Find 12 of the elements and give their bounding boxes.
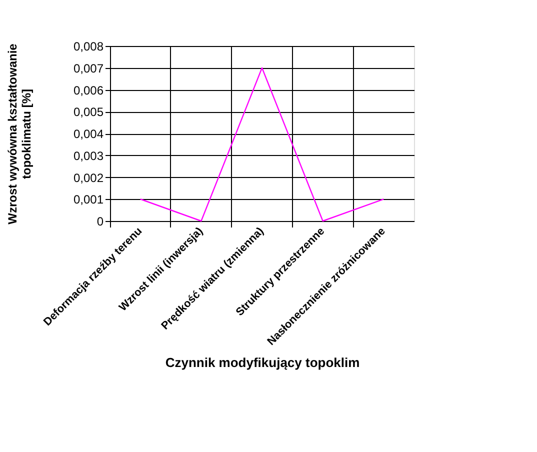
y-tick-label: 0,008	[73, 40, 104, 54]
text: Wzrost wywówna kształtowanie	[5, 44, 20, 224]
y-tick-label: 0	[96, 214, 104, 228]
y-tick-label: 0,006	[73, 83, 104, 98]
y-tick-label: 0,001	[73, 192, 104, 207]
y-tick-label: 0,002	[73, 170, 104, 185]
y-tick-label: 0,007	[73, 61, 104, 76]
y-tick-label: 0,003	[73, 148, 104, 163]
text: topoklimatu [%]	[19, 89, 34, 179]
y-tick-label: 0,005	[73, 105, 104, 120]
y-tick-label: 0,004	[73, 127, 104, 141]
x-axis-title: Czynnik modyfikujący topoklim	[165, 355, 360, 370]
